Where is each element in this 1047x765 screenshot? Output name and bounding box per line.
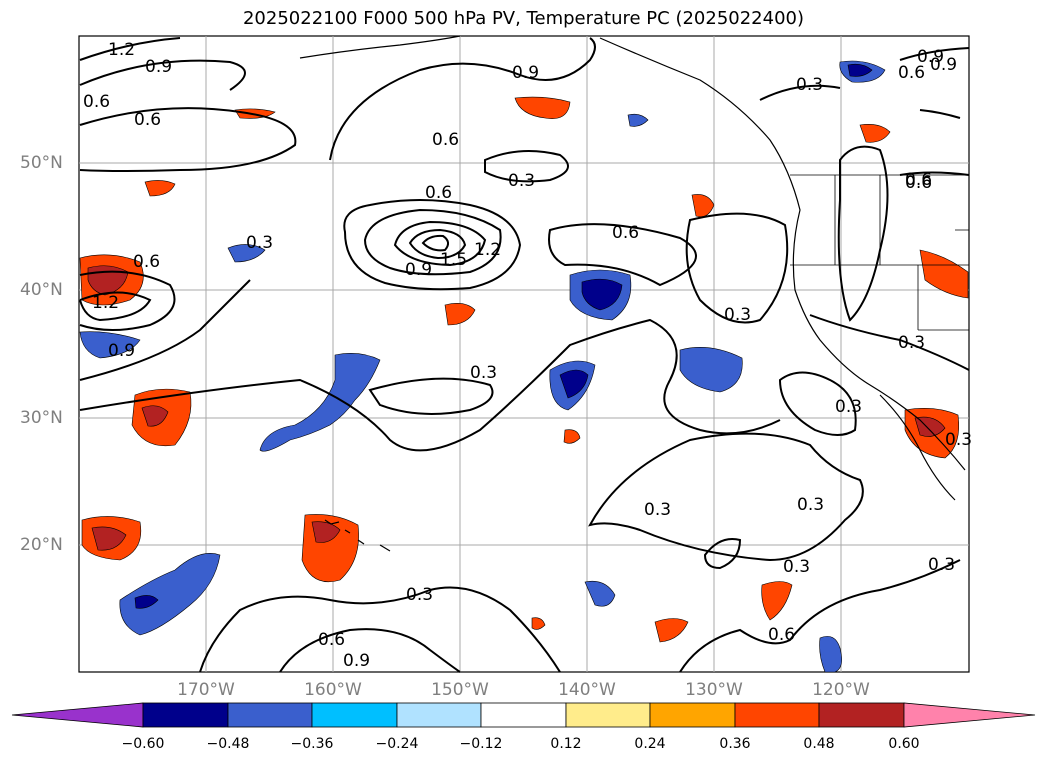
- cold-anomaly: [627, 113, 649, 127]
- colorbar-bin: [818, 702, 905, 728]
- warm-anomaly: [514, 96, 571, 119]
- warm-anomaly: [531, 617, 546, 630]
- contour-label: 0.6: [768, 625, 795, 645]
- warm-anomaly: [144, 180, 176, 197]
- lat-label: 30°N: [20, 408, 63, 428]
- cold-anomaly: [79, 331, 141, 359]
- contour-label: 0.9: [930, 55, 957, 75]
- lon-label: 120°W: [812, 680, 870, 700]
- warm-anomaly: [654, 618, 689, 643]
- contour-label: 0.9: [917, 47, 944, 67]
- contour-label: 0.6: [432, 130, 459, 150]
- cold-anomaly: [119, 553, 221, 636]
- lon-label: 130°W: [685, 680, 743, 700]
- lon-label: 160°W: [304, 680, 362, 700]
- colorbar-bin: [649, 702, 736, 728]
- colorbar-extend-high: [903, 702, 1036, 728]
- contour-label: 1.2: [92, 293, 119, 313]
- colorbar-tick: 0.12: [550, 736, 582, 752]
- lat-label: 20°N: [20, 535, 63, 555]
- cold-anomaly: [819, 636, 842, 673]
- contour-label: 0.3: [928, 555, 955, 575]
- colorbar-tick: −0.60: [121, 736, 165, 752]
- contour-label: 0.6: [898, 63, 925, 83]
- colorbar-bin: [142, 702, 229, 728]
- colorbar-tick: 0.36: [719, 736, 751, 752]
- contour-label: 0.9: [108, 341, 135, 361]
- colorbar-bin: [396, 702, 482, 728]
- contour-label: 0.3: [945, 430, 972, 450]
- coastlines: [299, 35, 966, 552]
- gridlines: [79, 36, 969, 672]
- contour-label: 0.6: [134, 110, 161, 130]
- contour-label: 0.9: [145, 57, 172, 77]
- colorbar-tick: 0.48: [803, 736, 835, 752]
- colorbar-bin: [734, 702, 820, 728]
- warm-anomaly-core: [141, 405, 169, 427]
- cold-anomaly-core: [581, 278, 623, 311]
- contour-label: 0.6: [83, 92, 110, 112]
- colorbar-tick: 0.24: [634, 736, 666, 752]
- contour-label: 0.3: [470, 363, 497, 383]
- colorbar-extend-low: [11, 702, 144, 728]
- contour-label: 0.6: [425, 183, 452, 203]
- political-borders: [790, 174, 969, 331]
- pv-contours: [79, 37, 970, 673]
- contour-label: 0.3: [406, 585, 433, 605]
- colorbar-bin: [565, 702, 651, 728]
- warm-anomaly: [919, 249, 969, 299]
- cold-anomaly-core: [134, 595, 159, 609]
- cold-anomaly: [584, 581, 616, 607]
- warm-anomaly: [444, 303, 476, 326]
- colorbar-tick: 0.60: [888, 736, 920, 752]
- contour-label: 0.3: [796, 75, 823, 95]
- colorbar-bin: [311, 702, 398, 728]
- lat-label: 50°N: [20, 153, 63, 173]
- contour-labels: 1.2 0.9 0.6 0.6 0.6 0.9 0.3 0.6 0.9 0.9 …: [83, 40, 972, 671]
- contour-label: 0.9: [512, 63, 539, 83]
- contour-label: 0.3: [508, 171, 535, 191]
- colorbar: [11, 702, 1036, 728]
- colorbar-bin: [480, 702, 567, 728]
- contour-label: 0.6: [905, 173, 932, 193]
- warm-anomaly-core: [311, 521, 341, 543]
- contour-label: 0.3: [783, 557, 810, 577]
- lon-label: 150°W: [431, 680, 489, 700]
- cold-anomaly-core: [559, 369, 589, 399]
- colorbar-tick: −0.24: [375, 736, 419, 752]
- contour-label: 0.3: [644, 500, 671, 520]
- contour-label: 0.6: [612, 223, 639, 243]
- lat-label: 40°N: [20, 280, 63, 300]
- contour-label: 0.9: [405, 260, 432, 280]
- contour-label: 0.3: [898, 333, 925, 353]
- warm-anomaly: [859, 124, 891, 143]
- cold-anomaly-core: [847, 63, 873, 77]
- colorbar-bin: [227, 702, 313, 728]
- contour-label: 0.9: [343, 651, 370, 671]
- warm-anomaly: [563, 429, 581, 444]
- lon-label: 140°W: [558, 680, 616, 700]
- map-title: 2025022100 F000 500 hPa PV, Temperature …: [242, 8, 805, 29]
- contour-label: 0.3: [797, 495, 824, 515]
- contour-label: 0.3: [246, 233, 273, 253]
- lon-label: 170°W: [177, 680, 235, 700]
- map-frame: [78, 35, 970, 673]
- contour-label: 1.5: [440, 250, 467, 270]
- cold-anomaly: [259, 353, 381, 452]
- contour-label: 0.6: [133, 252, 160, 272]
- contour-label: 0.6: [318, 630, 345, 650]
- cold-anomaly: [679, 347, 743, 393]
- warm-anomaly-core: [91, 526, 127, 551]
- colorbar-tick: −0.48: [206, 736, 250, 752]
- warm-anomaly: [761, 581, 793, 621]
- cold-anomaly: [227, 244, 266, 263]
- colorbar-tick: −0.36: [290, 736, 334, 752]
- contour-label: 0.3: [724, 305, 751, 325]
- colorbar-tick: −0.12: [459, 736, 503, 752]
- contour-label: 0.3: [835, 397, 862, 417]
- contour-label: 1.2: [108, 40, 135, 60]
- contour-label: 1.2: [474, 240, 501, 260]
- contour-label: 0.6: [905, 170, 932, 190]
